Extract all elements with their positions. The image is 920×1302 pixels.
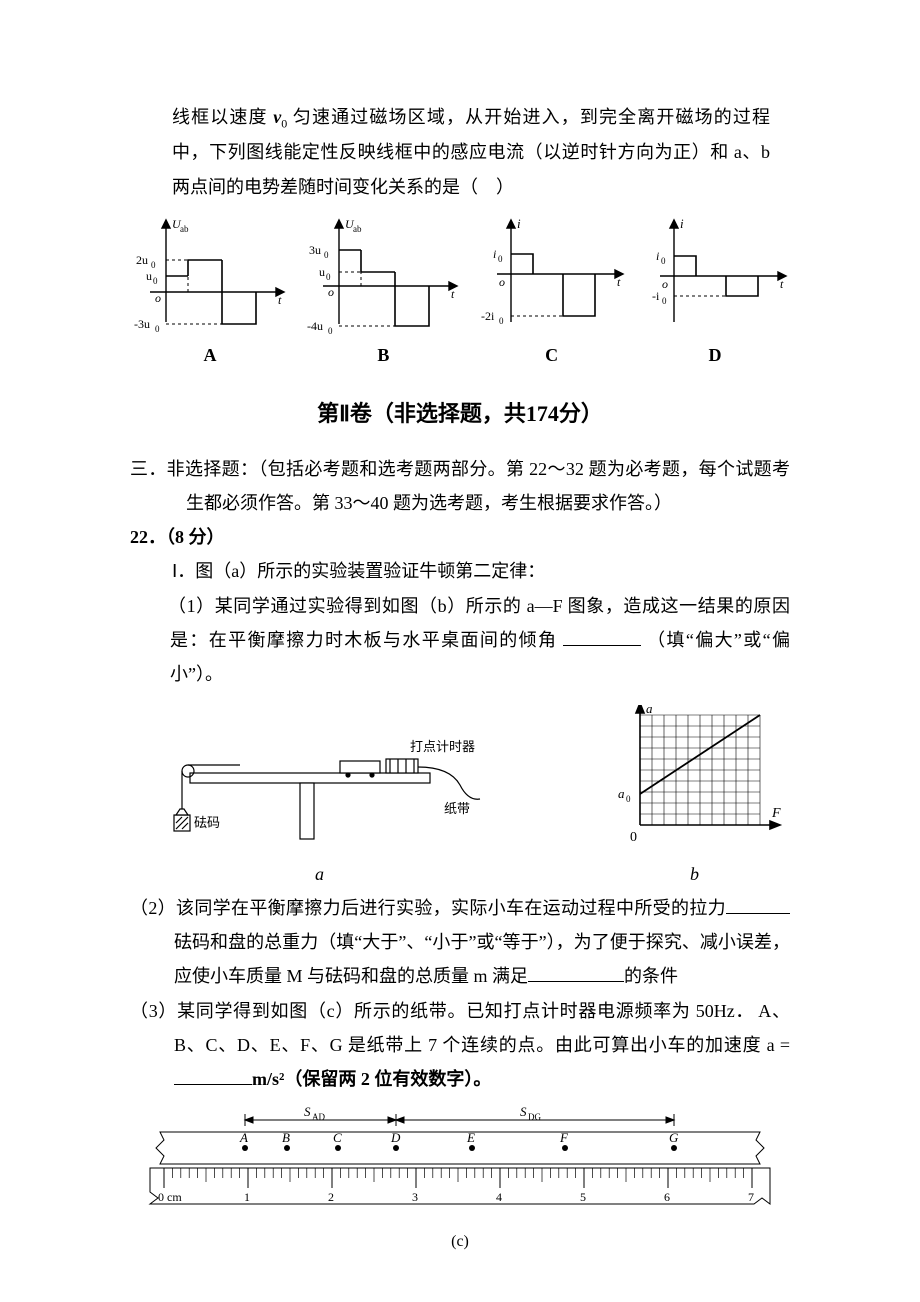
q22-number: 22． — [130, 527, 166, 547]
svg-text:u: u — [146, 269, 152, 283]
svg-text:t: t — [451, 287, 455, 301]
option-graph-C: i i0 o -2i0 t C — [477, 214, 627, 366]
svg-text:3: 3 — [412, 1190, 418, 1204]
svg-text:o: o — [499, 275, 505, 289]
svg-text:0: 0 — [326, 272, 331, 282]
svg-text:3u: 3u — [309, 243, 321, 257]
problem-stem: 线框以速度 v0 匀速通过磁场区域，从开始进入，到完全离开磁场的过程中，下列图线… — [130, 100, 790, 204]
svg-text:0: 0 — [626, 794, 631, 804]
blank-q22-3 — [174, 1084, 252, 1085]
q22-sub1: （1）某同学通过实验得到如图（b）所示的 a—F 图象，造成这一结果的原因是：在… — [130, 589, 790, 692]
svg-text:-4u: -4u — [307, 319, 323, 333]
svg-text:0: 0 — [498, 254, 503, 264]
svg-text:1: 1 — [244, 1190, 250, 1204]
q22-number-line: 22．（8 分） — [130, 520, 790, 554]
svg-text:0: 0 — [328, 326, 333, 334]
figure-a-letter: a — [130, 864, 510, 885]
svg-text:0: 0 — [155, 324, 160, 334]
svg-text:D: D — [390, 1130, 401, 1145]
svg-text:ab: ab — [180, 224, 189, 234]
svg-text:G: G — [669, 1130, 679, 1145]
q22-sub3: （3）某同学得到如图（c）所示的纸带。已知打点计时器电源频率为 50Hz． A、… — [130, 994, 790, 1097]
svg-text:a: a — [646, 705, 653, 716]
svg-text:i: i — [680, 216, 684, 231]
svg-text:7: 7 — [748, 1190, 754, 1204]
svg-text:C: C — [333, 1130, 342, 1145]
svg-text:F: F — [559, 1130, 569, 1145]
svg-text:o: o — [328, 285, 334, 299]
label-timer: 打点计时器 — [410, 739, 475, 754]
svg-text:0: 0 — [661, 256, 666, 266]
svg-text:2: 2 — [328, 1190, 334, 1204]
svg-text:o: o — [662, 277, 668, 291]
option-graph-A: Uab 2u0 u0 o -3u0 t A — [130, 214, 290, 366]
blank-q22-2b — [528, 981, 624, 982]
svg-text:0: 0 — [153, 276, 158, 286]
svg-text:0: 0 — [324, 250, 329, 260]
blank-q22-2a — [726, 913, 790, 914]
svg-text:4: 4 — [496, 1190, 502, 1204]
svg-text:5: 5 — [580, 1190, 586, 1204]
svg-text:ab: ab — [353, 224, 362, 234]
svg-text:A: A — [239, 1130, 248, 1145]
q22-sub2: （2）该同学在平衡摩擦力后进行实验，实际小车在运动过程中所受的拉力砝码和盘的总重… — [130, 891, 790, 994]
figure-b: a a0 0 F b — [600, 705, 790, 885]
svg-text:-2i: -2i — [481, 309, 495, 323]
instructions: 三．非选择题：（包括必考题和选考题两部分。第 22～32 题为必考题，每个试题考… — [130, 452, 790, 520]
svg-text:AD: AD — [312, 1112, 325, 1122]
svg-text:i: i — [656, 249, 659, 263]
svg-text:0: 0 — [662, 296, 667, 306]
svg-text:6: 6 — [664, 1190, 670, 1204]
svg-text:t: t — [278, 293, 282, 307]
option-letter-B: B — [303, 345, 463, 366]
svg-text:E: E — [466, 1130, 475, 1145]
svg-text:a: a — [618, 786, 625, 801]
option-graph-row: Uab 2u0 u0 o -3u0 t A — [130, 214, 790, 366]
q22-partI: Ⅰ．图（a）所示的实验装置验证牛顿第二定律： — [130, 554, 790, 588]
option-letter-A: A — [130, 345, 290, 366]
svg-text:B: B — [282, 1130, 290, 1145]
svg-text:S: S — [520, 1106, 527, 1119]
svg-text:t: t — [617, 275, 621, 289]
svg-text:-3u: -3u — [134, 317, 150, 331]
svg-text:t: t — [780, 277, 784, 291]
option-letter-D: D — [640, 345, 790, 366]
svg-text:0: 0 — [630, 830, 637, 845]
blank-q22-1 — [563, 645, 641, 646]
figure-c-letter: (c) — [130, 1233, 790, 1251]
svg-text:-i: -i — [652, 289, 660, 303]
figure-row-ab: 打点计时器 纸带 砝码 a — [130, 705, 790, 885]
svg-text:i: i — [517, 216, 521, 231]
svg-text:F: F — [771, 806, 781, 821]
svg-text:DG: DG — [528, 1112, 541, 1122]
option-graph-D: i i0 o -i0 t D — [640, 214, 790, 366]
label-weight: 砝码 — [194, 815, 220, 830]
svg-text:S: S — [304, 1106, 311, 1119]
svg-text:0: 0 — [499, 316, 504, 326]
svg-text:o: o — [155, 291, 161, 305]
figure-a: 打点计时器 纸带 砝码 a — [130, 725, 510, 885]
svg-text:i: i — [493, 247, 496, 261]
svg-text:2u: 2u — [136, 253, 148, 267]
figure-b-svg: a a0 0 F — [600, 705, 790, 855]
label-tape: 纸带 — [444, 801, 470, 816]
svg-text:u: u — [319, 265, 325, 279]
svg-text:0 cm: 0 cm — [158, 1190, 182, 1204]
option-letter-C: C — [477, 345, 627, 366]
option-graph-B: Uab 3u0 u0 o -4u0 t B — [303, 214, 463, 366]
figure-c: SAD SDG A B C D E — [130, 1106, 790, 1251]
section-2-heading: 第Ⅱ卷（非选择题，共174分） — [130, 396, 790, 428]
figure-b-letter: b — [600, 864, 790, 885]
